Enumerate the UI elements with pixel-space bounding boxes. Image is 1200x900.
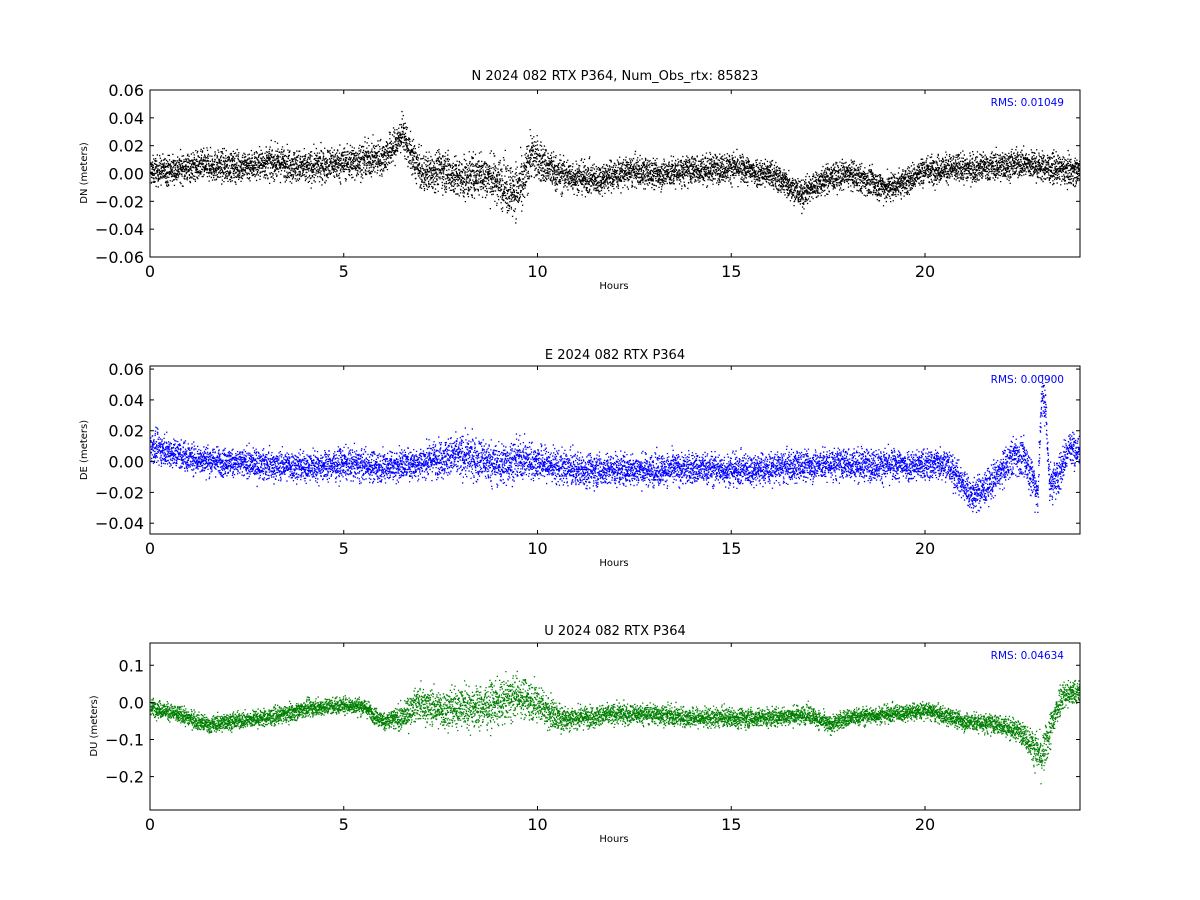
panel-east-y-ticks: −0.04 −0.02 0.00 0.02 0.04 0.06 [95, 360, 1080, 533]
panel-up-y-tick-label: 0.0 [119, 693, 144, 712]
panel-north-x-tick-label: 10 [527, 262, 547, 281]
panel-east-x-tick-label: 0 [145, 539, 155, 558]
panel-north-x-label: Hours [599, 281, 628, 292]
panel-north-y-tick-label: 0.06 [108, 81, 144, 100]
panel-north-y-tick-label: −0.04 [95, 220, 144, 239]
panel-up-x-ticks: 0 5 10 15 20 [145, 643, 935, 834]
panel-east-y-tick-label: 0.04 [108, 391, 144, 410]
panel-up-frame [149, 642, 1081, 811]
panel-north-data-points [150, 110, 1080, 224]
panel-north-title: N 2024 082 RTX P364, Num_Obs_rtx: 85823 [472, 69, 759, 84]
panel-north-y-label: DN (meters) [79, 142, 90, 204]
panel-north-x-ticks: 0 5 10 15 20 [145, 90, 935, 281]
panel-up-y-tick-label: −0.2 [105, 768, 144, 787]
panel-north-y-tick-label: 0.02 [108, 137, 144, 156]
panel-north-plot-area [150, 110, 1080, 224]
panel-up-x-label: Hours [599, 834, 628, 845]
panel-east-x-tick-label: 20 [915, 539, 935, 558]
panel-east-y-tick-label: −0.02 [95, 483, 144, 502]
panel-up: U 2024 082 RTX P364 0 5 10 15 20 −0.2 −0.1 0.0… [89, 624, 1081, 845]
panel-east-title: E 2024 082 RTX P364 [545, 348, 685, 363]
panel-east-y-tick-label: −0.04 [95, 514, 144, 533]
panel-up-x-tick-label: 20 [915, 815, 935, 834]
panel-up-x-tick-label: 10 [527, 815, 547, 834]
panel-up-x-tick-label: 15 [721, 815, 741, 834]
panel-north-x-tick-label: 0 [145, 262, 155, 281]
panel-east-x-tick-label: 5 [339, 539, 349, 558]
panel-east: E 2024 082 RTX P364 0 5 10 15 20 −0.04−0.020… [79, 348, 1081, 569]
panel-north-x-tick-label: 15 [721, 262, 741, 281]
panel-east-x-label: Hours [599, 558, 628, 569]
panel-east-y-label: DE (meters) [79, 420, 90, 480]
panel-east-y-tick-label: 0.00 [108, 453, 144, 472]
panel-up-y-label: DU (meters) [89, 695, 100, 756]
panel-east-x-tick-label: 15 [721, 539, 741, 558]
panel-north: N 2024 082 RTX P364, Num_Obs_rtx: 85823 … [79, 69, 1081, 292]
panel-up-y-tick-label: −0.1 [105, 730, 144, 749]
panel-north-x-tick-label: 20 [915, 262, 935, 281]
panel-east-x-ticks: 0 5 10 15 20 [145, 366, 935, 558]
panel-north-x-tick-label: 5 [339, 262, 349, 281]
panel-up-rms-label: RMS: 0.04634 [991, 650, 1065, 662]
panel-up-title: U 2024 082 RTX P364 [544, 624, 686, 639]
panel-north-y-tick-label: −0.02 [95, 192, 144, 211]
panel-north-rms-label: RMS: 0.01049 [991, 97, 1064, 109]
panel-east-x-tick-label: 10 [527, 539, 547, 558]
panel-east-y-tick-label: 0.02 [108, 422, 144, 441]
panel-north-y-tick-label: 0.04 [108, 109, 144, 128]
panel-up-y-ticks: −0.2 −0.1 0.0 0.1 [105, 656, 1080, 787]
panel-east-y-tick-label: 0.06 [108, 360, 144, 379]
panel-east-frame [149, 365, 1081, 535]
panel-north-y-tick-label: −0.06 [95, 248, 144, 267]
panel-up-y-tick-label: 0.1 [119, 656, 144, 675]
panel-north-y-ticks: −0.06 −0.04 −0.02 0.00 0.02 0.04 0.06 [95, 81, 1080, 267]
panel-up-x-tick-label: 5 [339, 815, 349, 834]
panel-north-y-tick-label: 0.00 [108, 165, 144, 184]
panel-east-rms-label: RMS: 0.00900 [991, 374, 1064, 386]
panel-up-x-tick-label: 0 [145, 815, 155, 834]
